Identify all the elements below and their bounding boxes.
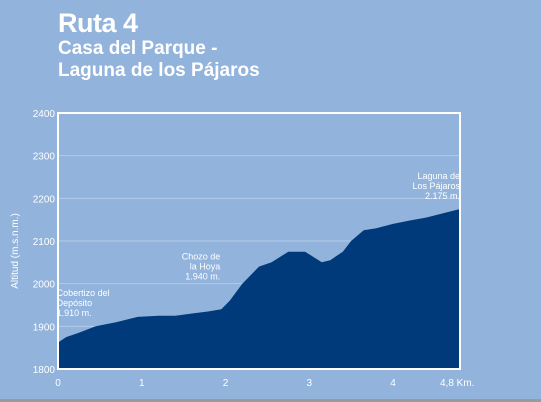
- y-tick-label: 2300: [33, 152, 56, 163]
- y-tick-label: 2400: [33, 109, 56, 120]
- title-block: Ruta 4 Casa del Parque - Laguna de los P…: [58, 8, 260, 82]
- annotation-laguna-line: 2.175 m.: [425, 191, 460, 201]
- annotation-chozo-line: 1.940 m.: [185, 271, 220, 281]
- route-subtitle-line1: Casa del Parque -: [58, 38, 218, 59]
- y-tick-label: 2000: [33, 280, 56, 291]
- x-tick-label: 4,8 Km.: [440, 378, 474, 389]
- annotation-laguna-line: Laguna de: [417, 171, 460, 181]
- y-tick-label: 2200: [33, 194, 56, 205]
- annotation-cobertizo-line: Depósito: [57, 298, 93, 308]
- y-tick-labels: 1800 1900 2000 2100 2200 2300 2400: [33, 109, 56, 376]
- annotation-chozo-line: la Hoya: [190, 261, 221, 271]
- x-tick-labels: 0 1 2 3 4 4,8 Km.: [55, 378, 474, 389]
- elevation-area: [58, 209, 460, 369]
- bottom-divider: [0, 399, 541, 402]
- annotation-laguna-line: Los Pájaros: [412, 181, 460, 191]
- y-tick-label: 1900: [33, 322, 56, 333]
- x-tick-label: 0: [55, 378, 61, 389]
- plot-frame: [57, 112, 461, 370]
- route-title: Ruta 4: [58, 8, 138, 38]
- x-tick-label: 4: [390, 378, 396, 389]
- x-tick-label: 2: [223, 378, 229, 389]
- y-tick-label: 1800: [33, 365, 56, 376]
- y-tick-label: 2100: [33, 237, 56, 248]
- route-subtitle-line2: Laguna de los Pájaros: [58, 60, 260, 81]
- annotation-chozo-line: Chozo de: [182, 251, 221, 261]
- annotation-cobertizo-line: 1.910 m.: [57, 308, 92, 318]
- x-tick-label: 3: [306, 378, 312, 389]
- annotation-cobertizo-line: Cobertizo del: [57, 288, 110, 298]
- x-tick-label: 1: [139, 378, 145, 389]
- y-axis-label: Altitud (m.s.n.m.): [10, 213, 21, 289]
